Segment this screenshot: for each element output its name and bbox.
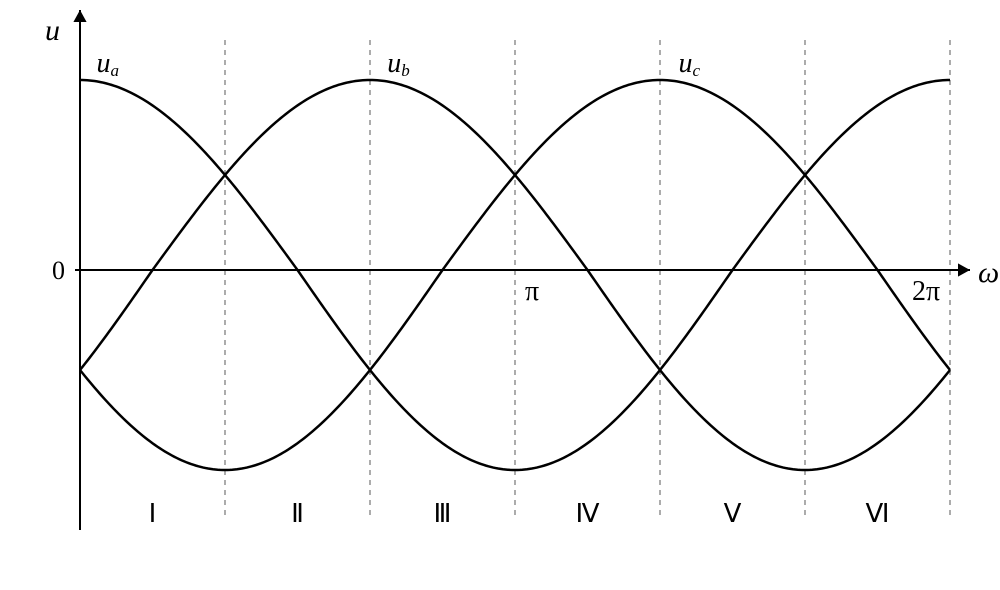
- region-label-6: Ⅵ: [866, 499, 890, 528]
- region-label-2: Ⅱ: [291, 499, 304, 528]
- series-label-ub: ub: [387, 48, 410, 80]
- axes-layer: [73, 10, 970, 530]
- series-label-uc: uc: [678, 48, 700, 80]
- region-label-3: Ⅲ: [434, 499, 452, 528]
- series-label-ua: ua: [96, 48, 119, 80]
- x-axis-label: ωit: [978, 256, 1000, 291]
- region-label-1: Ⅰ: [149, 499, 157, 528]
- x-tick-label-1: 2π: [912, 276, 940, 307]
- origin-label: 0: [52, 256, 65, 285]
- region-label-5: Ⅴ: [724, 499, 742, 528]
- x-tick-label-0: π: [525, 276, 539, 307]
- y-axis-arrow: [73, 10, 86, 22]
- y-axis-label: u: [45, 14, 60, 47]
- region-label-4: Ⅳ: [576, 499, 600, 528]
- three-phase-waveform-chart: u 0 ωit π 2π ua ub uc Ⅰ Ⅱ Ⅲ Ⅳ Ⅴ Ⅵ: [0, 0, 1000, 590]
- x-axis-arrow: [958, 263, 970, 276]
- grid-layer: [225, 40, 950, 520]
